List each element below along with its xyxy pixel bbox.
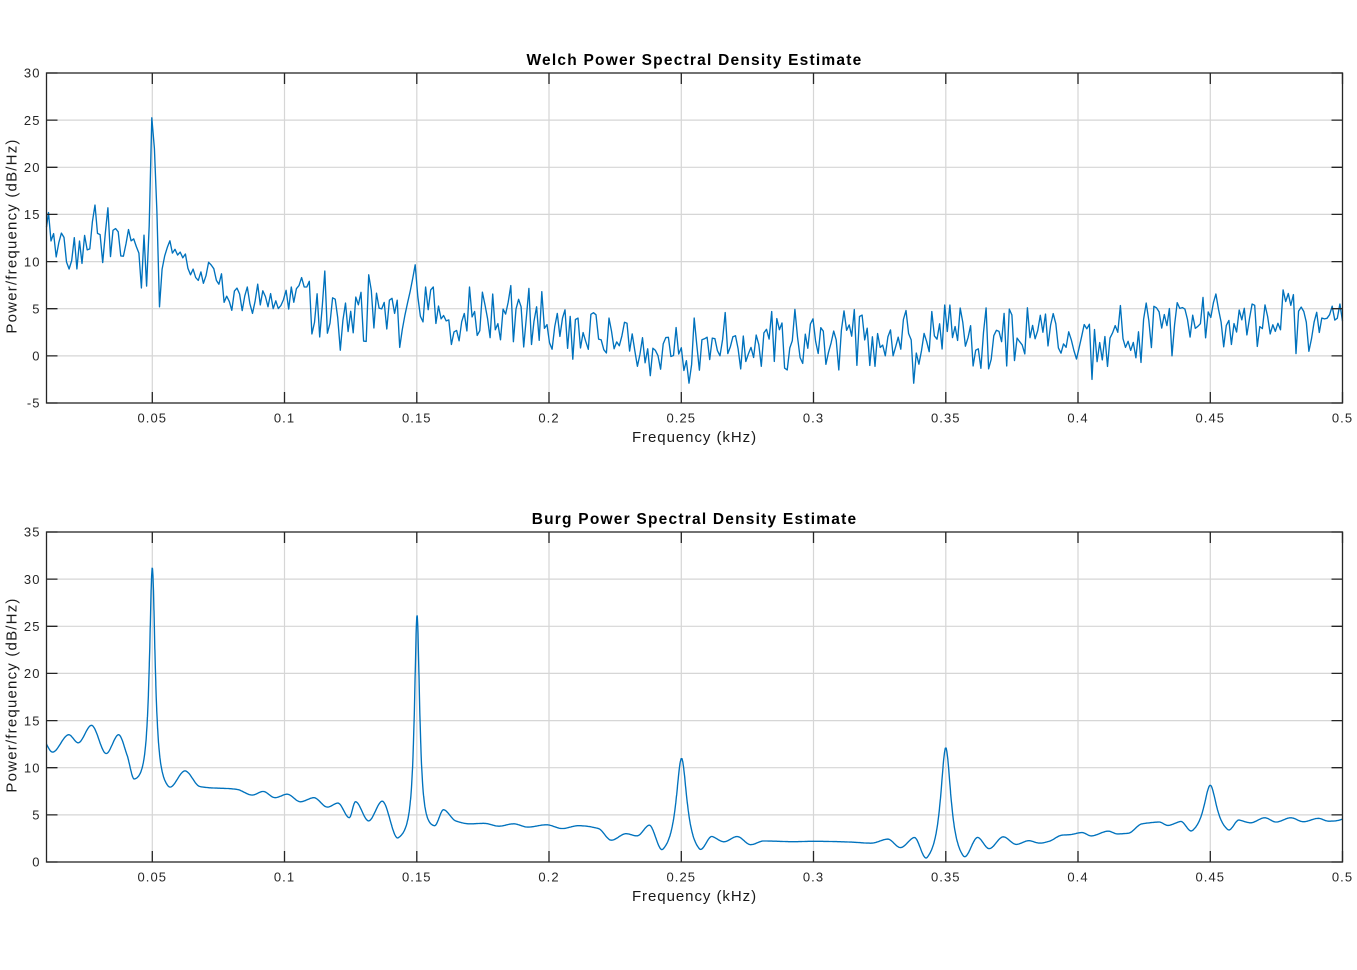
svg-text:0.35: 0.35 [931,870,961,885]
svg-text:5: 5 [32,301,40,316]
svg-text:Burg Power Spectral Density Es: Burg Power Spectral Density Estimate [532,511,858,528]
svg-text:0.25: 0.25 [666,411,696,426]
svg-text:15: 15 [24,713,41,728]
svg-text:25: 25 [24,113,41,128]
svg-text:15: 15 [24,207,41,222]
svg-text:20: 20 [24,666,41,681]
svg-text:0.25: 0.25 [666,870,696,885]
svg-text:0.3: 0.3 [803,411,824,426]
svg-text:0.2: 0.2 [538,870,559,885]
svg-text:30: 30 [24,572,41,587]
svg-text:0.2: 0.2 [538,411,559,426]
svg-text:0.15: 0.15 [402,870,432,885]
svg-text:35: 35 [24,525,41,540]
svg-text:Frequency (kHz): Frequency (kHz) [632,888,757,905]
svg-text:Power/frequency (dB/Hz): Power/frequency (dB/Hz) [4,138,21,333]
svg-text:0.15: 0.15 [402,411,432,426]
svg-text:0.45: 0.45 [1195,411,1225,426]
svg-text:0.35: 0.35 [931,411,961,426]
svg-text:Power/frequency (dB/Hz): Power/frequency (dB/Hz) [4,597,21,792]
svg-text:5: 5 [32,808,40,823]
svg-text:0.05: 0.05 [137,870,167,885]
svg-text:0: 0 [32,855,40,870]
svg-text:-5: -5 [27,396,41,411]
svg-text:Frequency (kHz): Frequency (kHz) [632,429,757,446]
svg-text:0.1: 0.1 [274,870,295,885]
svg-text:0.05: 0.05 [137,411,167,426]
svg-text:0: 0 [32,349,40,364]
svg-text:0.5: 0.5 [1332,411,1353,426]
svg-text:25: 25 [24,619,41,634]
svg-text:0.4: 0.4 [1067,411,1088,426]
svg-text:0.5: 0.5 [1332,870,1353,885]
svg-text:10: 10 [24,254,41,269]
svg-text:20: 20 [24,160,41,175]
svg-text:0.4: 0.4 [1067,870,1088,885]
svg-text:0.3: 0.3 [803,870,824,885]
svg-text:Welch Power Spectral Density E: Welch Power Spectral Density Estimate [526,52,862,69]
svg-text:0.1: 0.1 [274,411,295,426]
svg-text:30: 30 [24,66,41,81]
svg-text:0.45: 0.45 [1195,870,1225,885]
svg-text:10: 10 [24,760,41,775]
